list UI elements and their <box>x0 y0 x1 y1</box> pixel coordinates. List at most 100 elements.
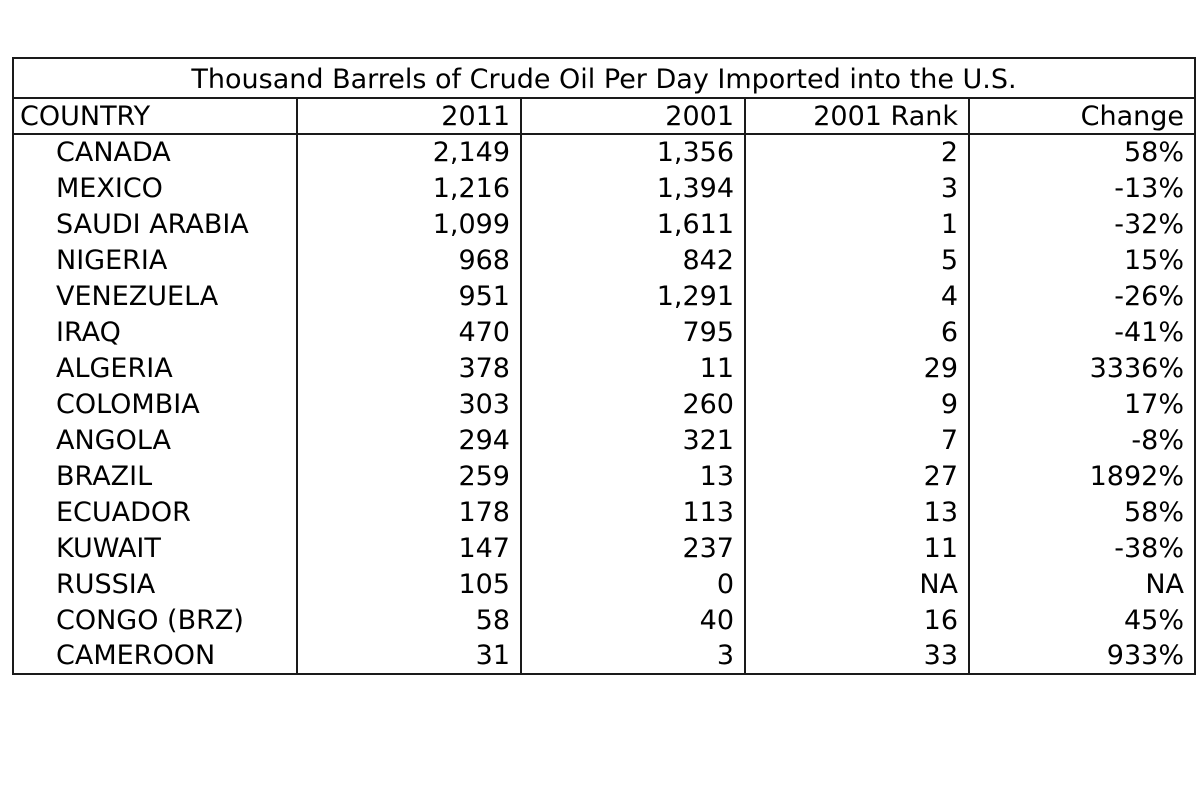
value-2001-cell: 795 <box>520 314 746 350</box>
rank-2001-cell: 33 <box>744 638 970 675</box>
value-2011-cell: 147 <box>296 530 522 566</box>
change-cell: NA <box>968 566 1196 602</box>
change-cell: 58% <box>968 494 1196 530</box>
rank-2001-cell: 13 <box>744 494 970 530</box>
value-2001-cell: 260 <box>520 386 746 422</box>
table-row: SAUDI ARABIA 1,099 1,611 1 -32% <box>12 206 1196 242</box>
value-2011-cell: 294 <box>296 422 522 458</box>
table-title-row: Thousand Barrels of Crude Oil Per Day Im… <box>12 57 1196 99</box>
value-2001-cell: 1,611 <box>520 206 746 242</box>
table-row: CAMEROON 31 3 33 933% <box>12 638 1196 675</box>
rank-2001-cell: 27 <box>744 458 970 494</box>
change-cell: 17% <box>968 386 1196 422</box>
country-cell: KUWAIT <box>12 530 298 566</box>
value-2011-cell: 303 <box>296 386 522 422</box>
rank-2001-cell: 16 <box>744 602 970 638</box>
country-cell: ECUADOR <box>12 494 298 530</box>
rank-2001-cell: 4 <box>744 278 970 314</box>
value-2011-cell: 31 <box>296 638 522 675</box>
rank-2001-cell: 11 <box>744 530 970 566</box>
table-row: IRAQ 470 795 6 -41% <box>12 314 1196 350</box>
country-cell: ANGOLA <box>12 422 298 458</box>
value-2011-cell: 968 <box>296 242 522 278</box>
change-cell: -26% <box>968 278 1196 314</box>
value-2001-cell: 113 <box>520 494 746 530</box>
value-2011-cell: 58 <box>296 602 522 638</box>
country-cell: MEXICO <box>12 170 298 206</box>
column-header-2011: 2011 <box>296 97 522 135</box>
value-2001-cell: 3 <box>520 638 746 675</box>
country-cell: CANADA <box>12 134 298 170</box>
value-2001-cell: 1,356 <box>520 134 746 170</box>
table-row: NIGERIA 968 842 5 15% <box>12 242 1196 278</box>
country-cell: SAUDI ARABIA <box>12 206 298 242</box>
rank-2001-cell: 1 <box>744 206 970 242</box>
table-row: COLOMBIA 303 260 9 17% <box>12 386 1196 422</box>
table-body: CANADA 2,149 1,356 2 58% MEXICO 1,216 1,394 3 -13… <box>12 134 1196 675</box>
change-cell: -8% <box>968 422 1196 458</box>
value-2001-cell: 321 <box>520 422 746 458</box>
table-row: CANADA 2,149 1,356 2 58% <box>12 134 1196 170</box>
value-2011-cell: 1,216 <box>296 170 522 206</box>
country-cell: CONGO (BRZ) <box>12 602 298 638</box>
change-cell: -38% <box>968 530 1196 566</box>
country-cell: ALGERIA <box>12 350 298 386</box>
value-2001-cell: 11 <box>520 350 746 386</box>
value-2001-cell: 842 <box>520 242 746 278</box>
column-header-2001-rank: 2001 Rank <box>744 97 970 135</box>
table-row: KUWAIT 147 237 11 -38% <box>12 530 1196 566</box>
rank-2001-cell: 5 <box>744 242 970 278</box>
value-2011-cell: 1,099 <box>296 206 522 242</box>
change-cell: -41% <box>968 314 1196 350</box>
value-2011-cell: 259 <box>296 458 522 494</box>
country-cell: VENEZUELA <box>12 278 298 314</box>
table-row: ALGERIA 378 11 29 3336% <box>12 350 1196 386</box>
value-2011-cell: 105 <box>296 566 522 602</box>
value-2011-cell: 470 <box>296 314 522 350</box>
rank-2001-cell: 29 <box>744 350 970 386</box>
table-row: ECUADOR 178 113 13 58% <box>12 494 1196 530</box>
table-row: CONGO (BRZ) 58 40 16 45% <box>12 602 1196 638</box>
country-cell: CAMEROON <box>12 638 298 675</box>
change-cell: 15% <box>968 242 1196 278</box>
rank-2001-cell: 2 <box>744 134 970 170</box>
column-header-row: COUNTRY 2011 2001 2001 Rank Change <box>12 97 1196 135</box>
change-cell: -13% <box>968 170 1196 206</box>
table-row: ANGOLA 294 321 7 -8% <box>12 422 1196 458</box>
table-row: MEXICO 1,216 1,394 3 -13% <box>12 170 1196 206</box>
value-2011-cell: 178 <box>296 494 522 530</box>
change-cell: 1892% <box>968 458 1196 494</box>
table-title: Thousand Barrels of Crude Oil Per Day Im… <box>12 57 1196 99</box>
rank-2001-cell: 7 <box>744 422 970 458</box>
change-cell: 58% <box>968 134 1196 170</box>
change-cell: 45% <box>968 602 1196 638</box>
value-2011-cell: 951 <box>296 278 522 314</box>
rank-2001-cell: 3 <box>744 170 970 206</box>
change-cell: 933% <box>968 638 1196 675</box>
rank-2001-cell: NA <box>744 566 970 602</box>
rank-2001-cell: 9 <box>744 386 970 422</box>
value-2011-cell: 2,149 <box>296 134 522 170</box>
value-2001-cell: 0 <box>520 566 746 602</box>
column-header-change: Change <box>968 97 1196 135</box>
country-cell: RUSSIA <box>12 566 298 602</box>
change-cell: -32% <box>968 206 1196 242</box>
value-2001-cell: 1,291 <box>520 278 746 314</box>
country-cell: IRAQ <box>12 314 298 350</box>
country-cell: NIGERIA <box>12 242 298 278</box>
value-2001-cell: 237 <box>520 530 746 566</box>
country-cell: COLOMBIA <box>12 386 298 422</box>
country-cell: BRAZIL <box>12 458 298 494</box>
value-2011-cell: 378 <box>296 350 522 386</box>
table-row: VENEZUELA 951 1,291 4 -26% <box>12 278 1196 314</box>
change-cell: 3336% <box>968 350 1196 386</box>
column-header-2001: 2001 <box>520 97 746 135</box>
rank-2001-cell: 6 <box>744 314 970 350</box>
value-2001-cell: 40 <box>520 602 746 638</box>
table-row: RUSSIA 105 0 NA NA <box>12 566 1196 602</box>
value-2001-cell: 13 <box>520 458 746 494</box>
value-2001-cell: 1,394 <box>520 170 746 206</box>
oil-imports-table: Thousand Barrels of Crude Oil Per Day Im… <box>12 57 1196 675</box>
column-header-country: COUNTRY <box>12 97 298 135</box>
table-row: BRAZIL 259 13 27 1892% <box>12 458 1196 494</box>
